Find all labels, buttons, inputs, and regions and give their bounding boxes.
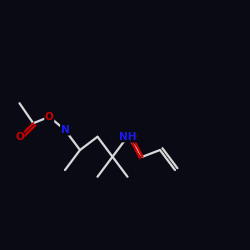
Text: O: O bbox=[45, 112, 54, 122]
Text: N: N bbox=[60, 125, 70, 135]
Text: O: O bbox=[128, 132, 137, 142]
Text: O: O bbox=[15, 132, 24, 142]
Text: NH: NH bbox=[119, 132, 136, 142]
